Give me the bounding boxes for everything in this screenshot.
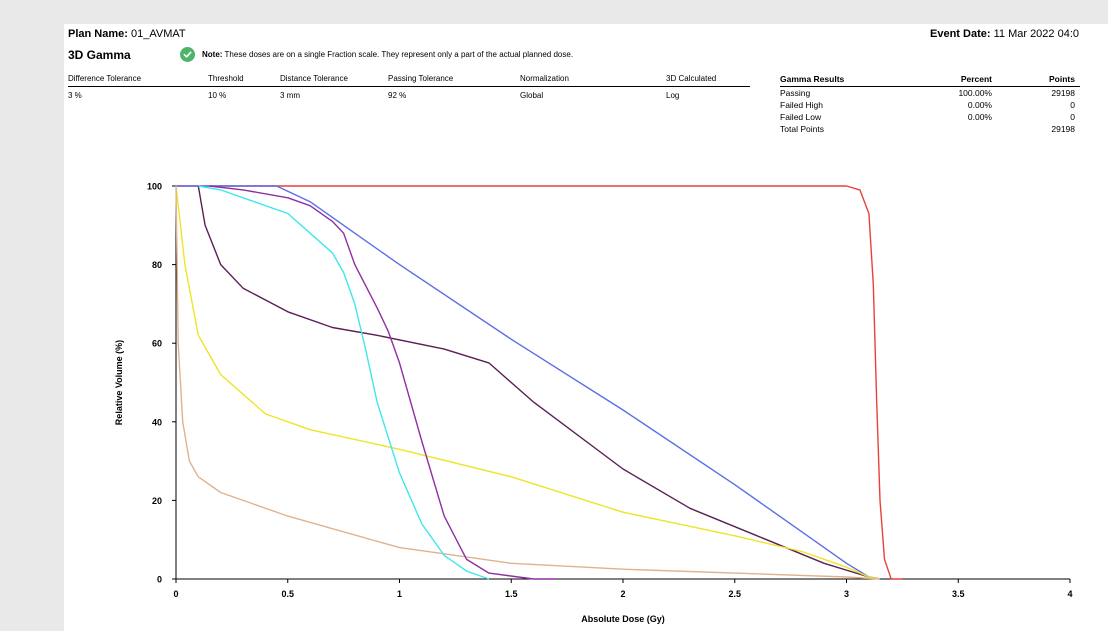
x-tick-label: 3	[844, 589, 849, 599]
parameters-header: Difference Tolerance Threshold Distance …	[68, 74, 750, 87]
gamma-row-points: 0	[1070, 100, 1075, 110]
param-value: 3 mm	[280, 91, 300, 100]
gamma-row-total-points: Total Points 29198	[780, 124, 1080, 136]
plan-name-value: 01_AVMAT	[130, 28, 186, 40]
note: Note: These doses are on a single Fracti…	[202, 50, 574, 59]
dvh-curve-4	[175, 185, 881, 580]
event-date-value: 11 Mar 2022 04:0	[993, 28, 1080, 40]
x-tick-label: 1.5	[505, 589, 518, 599]
parameters-table: Difference Tolerance Threshold Distance …	[68, 74, 750, 103]
dvh-curve-7	[209, 185, 556, 580]
x-tick-label: 0.5	[281, 589, 294, 599]
gamma-row-failed-low: Failed Low 0.00% 0	[780, 112, 1080, 124]
gamma-row-percent: 0.00%	[967, 112, 992, 122]
gamma-row-points: 29198	[1051, 88, 1075, 98]
param-value: 92 %	[388, 91, 407, 100]
y-tick-label: 40	[152, 417, 162, 427]
parameters-row: 3 % 10 % 3 mm 92 % Global Log	[68, 91, 750, 103]
gamma-row-label: Total Points	[780, 124, 824, 134]
gamma-results-table: Gamma Results Percent Points Passing 100…	[780, 74, 1080, 136]
gamma-results-header: Gamma Results Percent Points	[780, 74, 1080, 87]
dvh-curve-2	[176, 185, 881, 580]
y-tick-label: 20	[152, 496, 162, 506]
x-tick-label: 1	[397, 589, 402, 599]
y-axis-label: Relative Volume (%)	[114, 340, 124, 425]
param-value: 3 %	[68, 91, 82, 100]
y-tick-label: 80	[152, 260, 162, 270]
param-header: 3D Calculated	[666, 74, 717, 83]
event-date: Event Date: 11 Mar 2022 04:0	[930, 28, 1080, 40]
y-tick-label: 100	[147, 182, 162, 192]
param-header: Normalization	[520, 74, 569, 83]
param-value: Log	[666, 91, 680, 100]
gamma-row-percent: 100.00%	[958, 88, 992, 98]
check-icon	[180, 47, 195, 62]
gamma-row-points: 0	[1070, 112, 1075, 122]
gamma-row-failed-high: Failed High 0.00% 0	[780, 100, 1080, 112]
gamma-row-label: Passing	[780, 88, 811, 98]
plan-name: Plan Name: 01_AVMAT	[68, 28, 186, 40]
gamma-row-percent: 0.00%	[967, 100, 992, 110]
gamma-header: Percent	[960, 74, 992, 84]
y-tick-label: 0	[157, 575, 162, 585]
param-value: 10 %	[208, 91, 227, 100]
x-tick-label: 2	[620, 589, 625, 599]
dvh-curve-6	[198, 185, 490, 580]
param-header: Distance Tolerance	[280, 74, 348, 83]
x-tick-label: 4	[1067, 589, 1072, 599]
x-tick-label: 2.5	[728, 589, 741, 599]
section-title: 3D Gamma	[68, 48, 131, 62]
param-header: Difference Tolerance	[68, 74, 142, 83]
param-header: Threshold	[208, 74, 244, 83]
gamma-row-label: Failed Low	[780, 112, 822, 122]
y-tick-label: 60	[152, 339, 162, 349]
gamma-row-label: Failed High	[780, 100, 823, 110]
gamma-header: Points	[1049, 74, 1075, 84]
gamma-header: Gamma Results	[780, 74, 845, 84]
x-axis-label: Absolute Dose (Gy)	[581, 614, 665, 624]
x-tick-label: 0	[173, 589, 178, 599]
dvh-curve-5	[175, 185, 881, 580]
dvh-curve-1	[176, 185, 903, 580]
report-sheet: Plan Name: 01_AVMAT Event Date: 11 Mar 2…	[64, 24, 1108, 631]
x-tick-label: 3.5	[952, 589, 965, 599]
note-text: These doses are on a single Fraction sca…	[224, 50, 574, 59]
param-value: Global	[520, 91, 544, 100]
param-header: Passing Tolerance	[388, 74, 454, 83]
dvh-chart: 0 20 40 60 80 100 0 0.5 1 1.5 2 2.5 3 3.5 4 Absolute Do…	[114, 182, 1073, 625]
gamma-row-passing: Passing 100.00% 29198	[780, 88, 1080, 100]
gamma-row-points: 29198	[1051, 124, 1075, 134]
